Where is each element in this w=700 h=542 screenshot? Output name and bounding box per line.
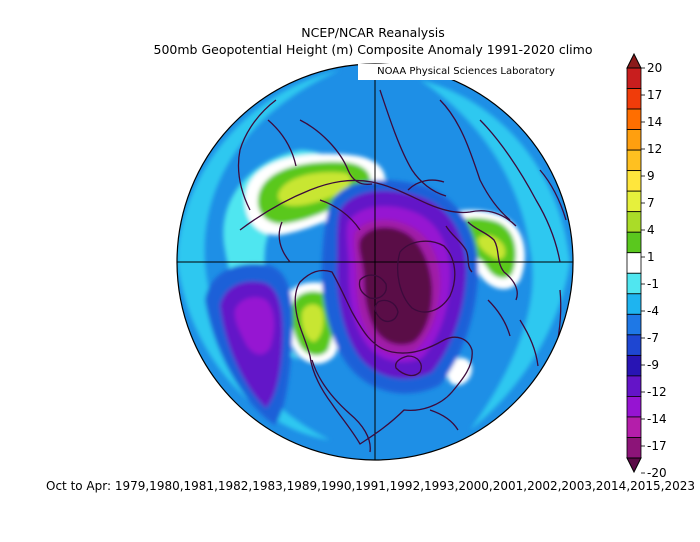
colorbar-tick-label: -9 [647,358,659,372]
colorbar-box [626,129,642,151]
colorbar-box [626,354,642,377]
colorbar-bottom-arrow [626,457,642,474]
colorbar-box [626,252,642,274]
outer-light-blue-region [177,70,340,440]
colorbar-tick-label: -17 [647,439,667,453]
colorbar-tick-label: -1 [647,277,659,291]
colorbar-box [626,211,642,233]
colorbar-tick-label: -20 [647,466,667,480]
colorbar-tick-label: 20 [647,61,663,75]
colorbar-top-arrow [626,52,642,69]
colorbar-box [626,437,642,459]
colorbar-tick-label: 14 [647,115,663,129]
colorbar-box [626,108,642,130]
siberia-yellow-green-region [278,172,351,206]
colorbar-tick-label: 17 [647,88,663,102]
colorbar-box [626,293,642,315]
title-line-2: 500mb Geopotential Height (m) Composite … [153,42,593,57]
colorbar-box [626,190,642,213]
colorbar-box [626,416,642,438]
colorbar-box [626,375,642,397]
colorbar-box [626,149,642,172]
colorbar-tick-label: 9 [647,169,655,183]
colorbar-tick-label: 4 [647,223,655,237]
colorbar-box [626,170,642,192]
colorbar-box [626,272,642,295]
colorbar-tick-label: 1 [647,250,655,264]
colorbar-box [626,67,642,89]
colorbar-tick-label: -12 [647,385,667,399]
colorbar-box [626,334,642,356]
colorbar-box [626,313,642,336]
colorbar-tick-label: -4 [647,304,659,318]
footer-period-text: Oct to Apr: 1979,1980,1981,1982,1983,198… [46,479,696,493]
colorbar-tick-label: 7 [647,196,655,210]
alaska-yellow-green-region [301,304,324,342]
colorbar-box [626,231,642,254]
colorbar-box [626,88,642,110]
title-line-1: NCEP/NCAR Reanalysis [301,25,445,40]
colorbar-tick-label: -7 [647,331,659,345]
colorbar-box [626,396,642,418]
coastlines [237,89,567,453]
east-light-blue-region [420,80,570,430]
north-pacific-violet-region [234,297,275,355]
colorbar-tick-label: -14 [647,412,667,426]
credit-label: NOAA Physical Sciences Laboratory [358,64,574,80]
colorbar-tick-label: 12 [647,142,663,156]
